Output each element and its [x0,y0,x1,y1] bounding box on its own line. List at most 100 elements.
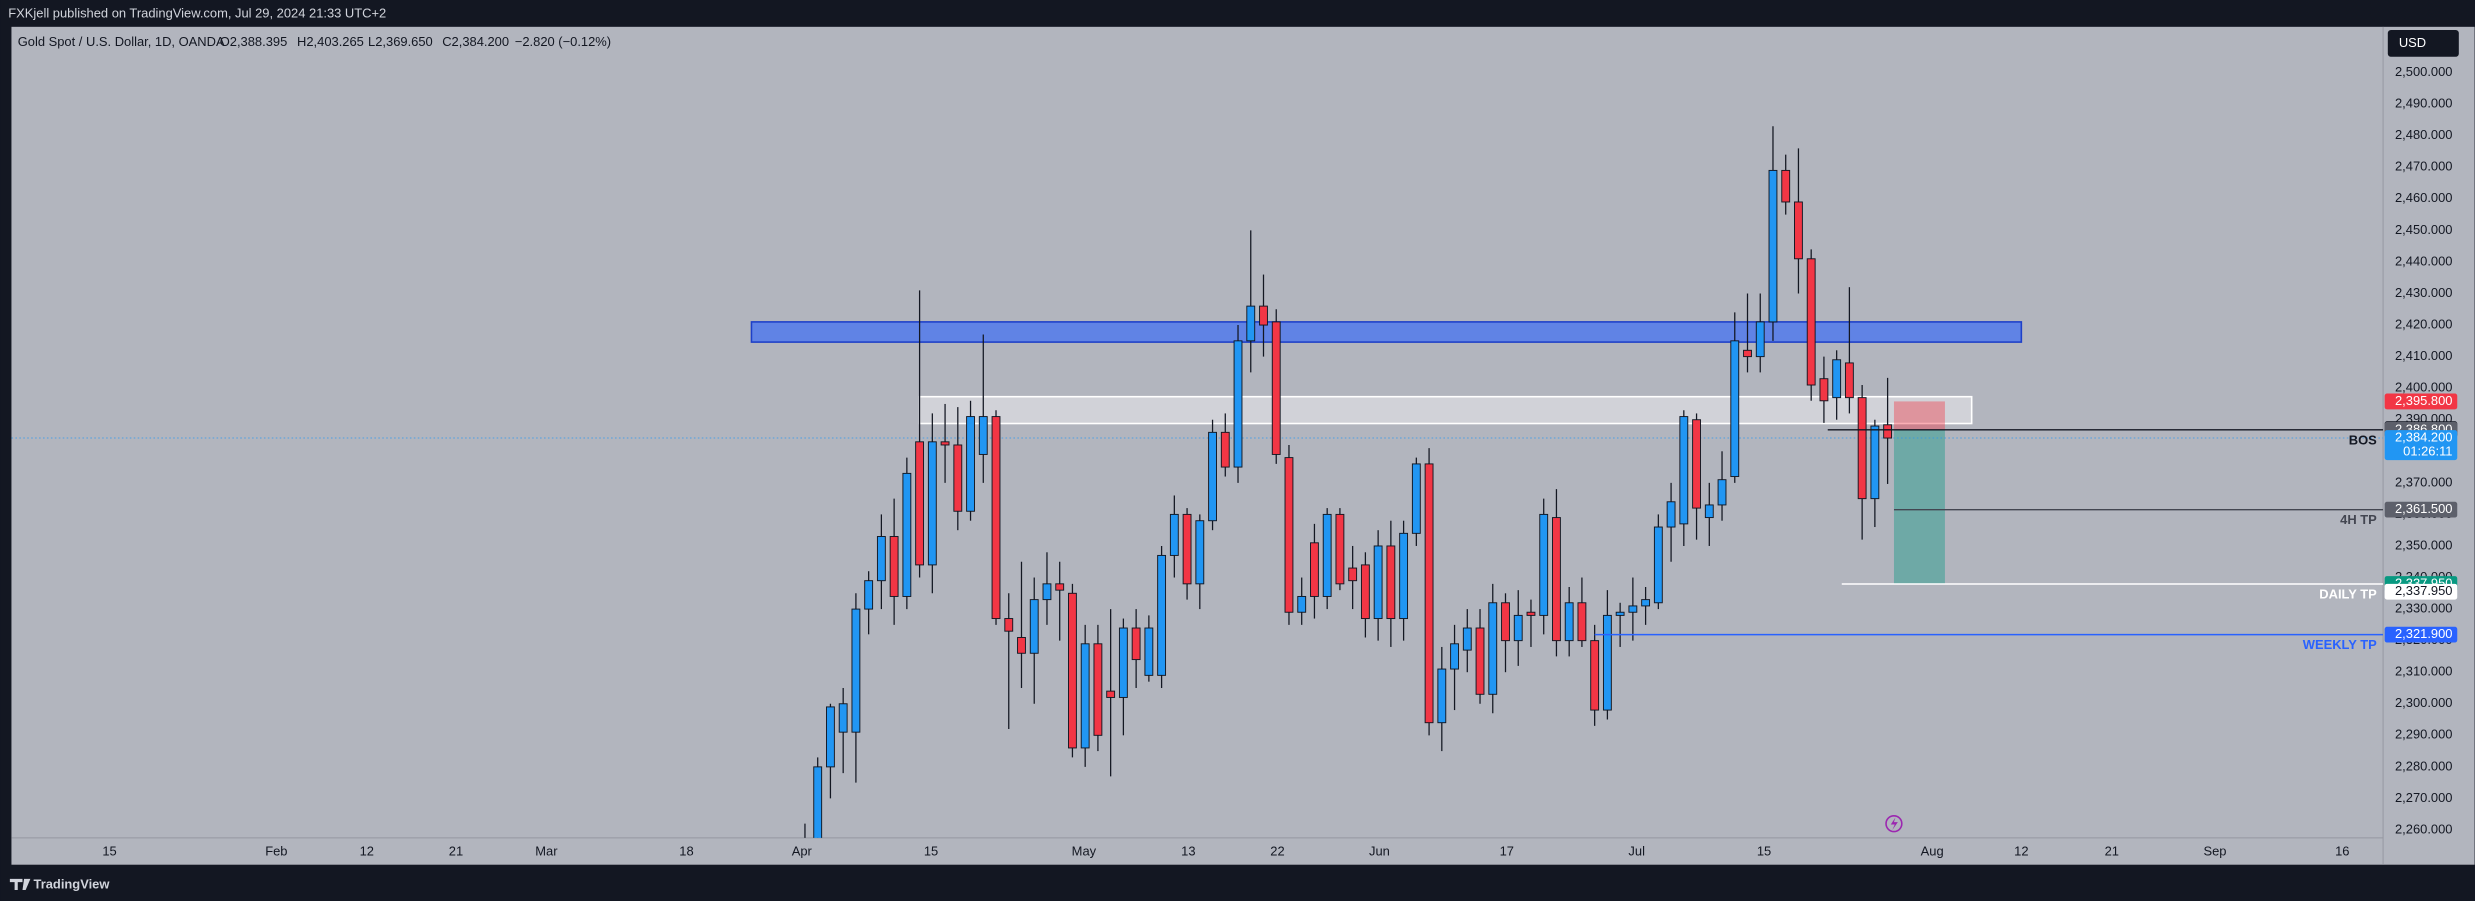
level-label: BOS [2349,432,2377,447]
header-title: FXKjell published on TradingView.com, Ju… [8,6,386,21]
candle-body [1475,627,1485,695]
price-badge-label: 2,384.200 [2395,429,2453,444]
price-badge-countdown: 01:26:11 [2403,444,2452,459]
candle-body [1424,463,1434,724]
candle-body [1068,592,1077,749]
candle-body [1755,321,1765,358]
candle-body [1411,463,1421,534]
y-tick-label: 2,430.000 [2395,285,2453,300]
candle-body [966,416,975,512]
legend-symbol: Gold Spot / U.S. Dollar, 1D, OANDA [18,34,225,49]
candle-body [953,444,963,512]
candle-body [1743,349,1752,358]
x-tick-label: 18 [679,844,693,859]
candle-body [915,441,925,566]
candle-body [978,416,988,455]
candle-body [1169,513,1179,556]
candle-body [1806,258,1816,386]
x-tick-label: 16 [2335,844,2349,859]
y-tick-label: 2,260.000 [2395,821,2453,836]
brand-logo [9,878,31,890]
legend-high: H2,403.265 [297,34,364,49]
candle-body [1781,169,1791,203]
candle-body [1195,520,1205,585]
candle-body [1590,640,1600,711]
candle-body [1794,201,1803,260]
footer-brand: TradingView [34,877,111,892]
currency-label: USD [2399,35,2426,50]
candle-body [927,441,937,566]
x-tick-label: 12 [360,844,374,859]
candle-body [1666,501,1676,528]
y-tick-label: 2,290.000 [2395,727,2453,742]
currency-button[interactable] [2387,29,2459,57]
event-icon-bolt [1890,817,1898,830]
x-tick-label: 15 [102,844,116,859]
candle-body [1832,359,1842,399]
candle-body [876,536,886,582]
candle-body [1883,424,1893,439]
level-label: DAILY TP [2319,586,2377,601]
target-zone [1893,429,1945,584]
plot-area [11,126,2384,838]
candle-body [889,536,899,597]
candle-body [1157,554,1167,676]
candle-body [940,441,950,446]
legend-close: C2,384.200 [442,34,509,49]
y-tick-label: 2,280.000 [2395,758,2453,773]
y-tick-label: 2,460.000 [2395,190,2453,205]
candle-body [1844,362,1854,399]
candle-body [1717,479,1727,506]
candle-body [1488,602,1498,695]
candle-body [1679,416,1689,525]
candle-body [1399,532,1409,620]
candle-body [1131,627,1141,661]
x-tick-label: 12 [2014,844,2028,859]
candle-body [1259,305,1268,326]
candle-body [1501,602,1510,642]
candle-body [1615,611,1625,616]
candle-body [1106,690,1116,698]
candle-body [1462,627,1472,651]
level-label: WEEKLY TP [2303,637,2377,652]
chart-background [11,26,2475,865]
stop-zone [1893,401,1945,430]
candle-body [1029,599,1039,654]
candle-body [1042,583,1052,601]
candle-body [1246,305,1256,342]
candle-body [813,766,823,838]
candle-body [1628,605,1638,613]
y-tick-label: 2,420.000 [2395,316,2453,331]
legend-change: −2.820 (−0.12%) [515,34,611,49]
candle-body [1552,517,1561,642]
candle-body [1220,431,1230,468]
candle-body [1297,595,1307,613]
x-tick-label: May [1072,844,1097,859]
y-tick-label: 2,410.000 [2395,348,2453,363]
price-badge-label: 2,395.800 [2395,393,2453,408]
candle-body [1450,643,1459,670]
y-tick-label: 2,500.000 [2395,64,2453,79]
candle-body [851,608,861,733]
candle-body [1373,545,1383,620]
zone [918,395,1973,425]
candle-body [864,580,874,610]
x-tick-label: Jun [1369,844,1390,859]
x-tick-label: Sep [2203,844,2226,859]
candle-body [1577,602,1587,642]
y-tick-label: 2,490.000 [2395,96,2453,111]
price-badge-label: 2,321.900 [2395,626,2453,641]
candle-body [1348,567,1358,582]
candle-body [1271,321,1281,455]
candle-body [1602,614,1612,711]
x-tick-label: Feb [265,844,287,859]
price-badge-label: 2,361.500 [2395,501,2453,516]
candle-body [1080,643,1090,749]
x-tick-label: 15 [924,844,938,859]
candle-body [1692,419,1701,509]
candle-body [1539,513,1549,616]
candle-body [1768,169,1778,323]
candle-body [1284,457,1294,613]
